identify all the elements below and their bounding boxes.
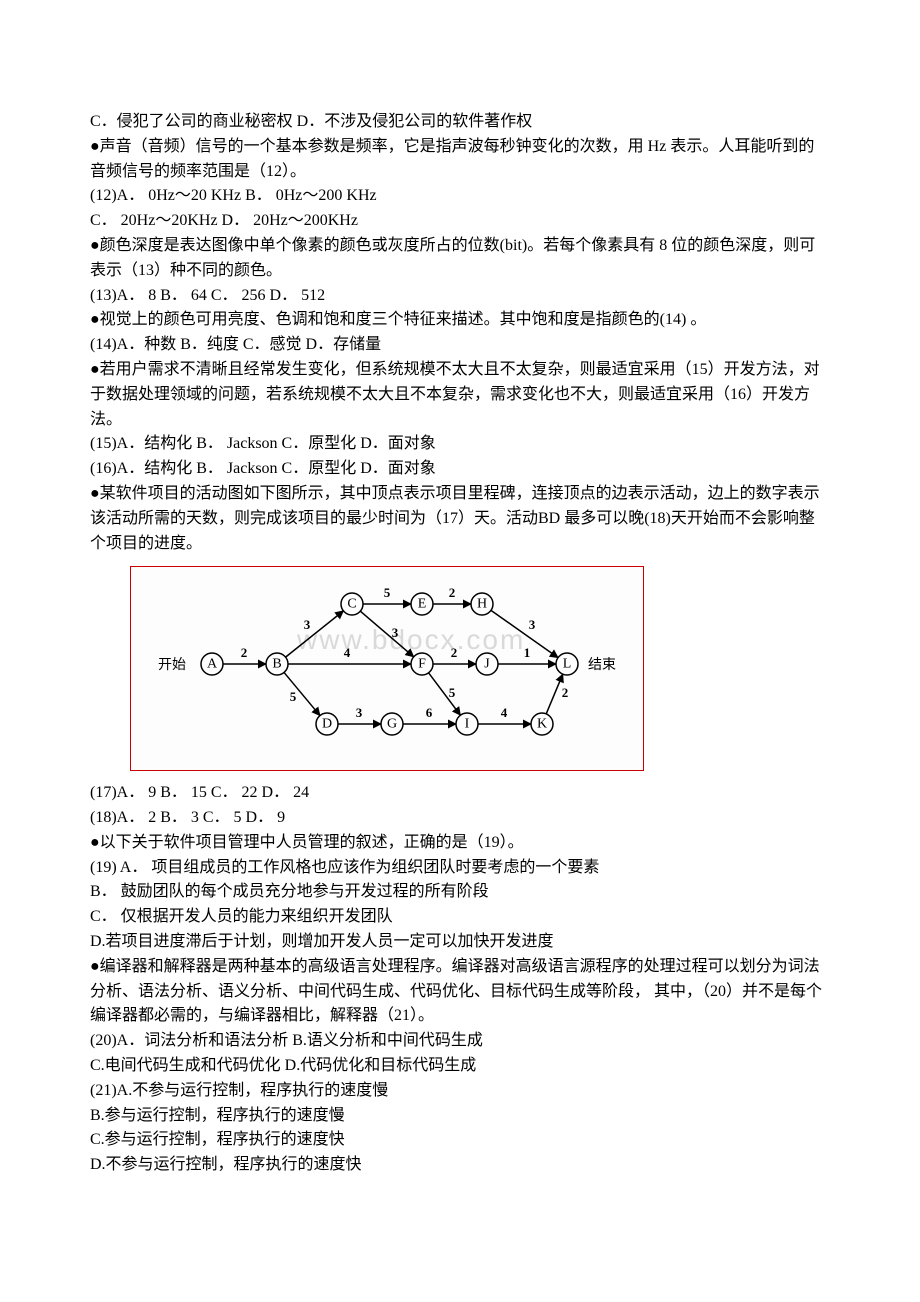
edge-weight-label: 4 [501,705,508,720]
text-line: (15)A．结构化 B． Jackson C．原型化 D．面对象 [90,432,830,457]
graph-node-label: K [537,717,547,732]
text-line: (17)A． 9 B． 15 C． 22 D． 24 [90,781,830,806]
text-line: ●颜色深度是表达图像中单个像素的颜色或灰度所占的位数(bit)。若每个像素具有 … [90,234,830,284]
graph-node-label: J [484,657,490,672]
text-line: B． 鼓励团队的每个成员充分地参与开发过程的所有阶段 [90,880,830,905]
text-line: (14)A．种数 B．纯度 C．感觉 D．存储量 [90,333,830,358]
start-label: 开始 [158,657,186,673]
graph-node-label: F [418,657,426,672]
edge-weight-label: 3 [304,617,311,632]
text-line: C.参与运行控制，程序执行的速度快 [90,1128,830,1153]
text-line: ●声音（音频）信号的一个基本参数是频率，它是指声波每秒钟变化的次数，用 Hz 表… [90,135,830,185]
text-line: ●某软件项目的活动图如下图所示，其中顶点表示项目里程碑，连接顶点的边表示活动，边… [90,482,830,556]
graph-node-label: B [272,657,281,672]
graph-node-label: D [322,717,332,732]
edge-weight-label: 3 [356,705,363,720]
graph-node-label: G [387,717,397,732]
graph-edge [546,674,563,714]
text-line: C． 20Hz～20KHz D． 20Hz～200KHz [90,209,830,234]
text-line: (13)A． 8 B． 64 C． 256 D． 512 [90,284,830,309]
text-line: C.电间代码生成和代码优化 D.代码优化和目标代码生成 [90,1054,830,1079]
edge-weight-label: 2 [562,685,569,700]
text-line: ●以下关于软件项目管理中人员管理的叙述，正确的是（19）。 [90,831,830,856]
edge-weight-label: 2 [449,585,456,600]
graph-node-label: C [347,597,356,612]
activity-diagram-figure: www.bdocx.com 2 3 4 5 5 3 3 2 2 5 6 3 4 1 2 A B C D E F G H I J… [130,566,830,771]
graph-node-label: H [477,597,487,612]
graph-node-label: L [563,657,572,672]
graph-node-label: E [418,597,427,612]
edge-weight-label: 2 [451,645,458,660]
edge-weight-label: 5 [449,685,456,700]
edge-weight-label: 4 [344,645,351,660]
edge-weight-label: 2 [241,645,248,660]
end-label: 结束 [588,657,616,673]
graph-node-label: I [465,717,470,732]
edge-weight-label: 3 [392,625,399,640]
text-line: (19) A． 项目组成员的工作风格也应该作为组织团队时要考虑的一个要素 [90,856,830,881]
edge-weight-label: 6 [426,705,433,720]
text-line: (16)A．结构化 B． Jackson C．原型化 D．面对象 [90,457,830,482]
text-line: ●若用户需求不清晰且经常发生变化，但系统规模不太大且不太复杂，则最适宜采用（15… [90,358,830,432]
graph-edge [429,673,461,715]
text-line: C． 仅根据开发人员的能力来组织开发团队 [90,905,830,930]
text-line: (18)A． 2 B． 3 C． 5 D． 9 [90,806,830,831]
figure-border: www.bdocx.com 2 3 4 5 5 3 3 2 2 5 6 3 4 1 2 A B C D E F G H I J… [130,566,644,771]
text-line: B.参与运行控制，程序执行的速度慢 [90,1104,830,1129]
text-line: C．侵犯了公司的商业秘密权 D．不涉及侵犯公司的软件著作权 [90,110,830,135]
edge-weight-label: 5 [290,689,297,704]
text-line: (21)A.不参与运行控制，程序执行的速度慢 [90,1079,830,1104]
edge-weight-label: 3 [529,617,536,632]
text-line: ●视觉上的颜色可用亮度、色调和饱和度三个特征来描述。其中饱和度是指颜色的(14)… [90,308,830,333]
edge-weight-label: 1 [524,645,531,660]
text-line: ●编译器和解释器是两种基本的高级语言处理程序。编译器对高级语言源程序的处理过程可… [90,955,830,1029]
watermark-text: www.bdocx.com [296,624,525,655]
text-line: D.不参与运行控制，程序执行的速度快 [90,1153,830,1178]
text-line: (20)A．词法分析和语法分析 B.语义分析和中间代码生成 [90,1029,830,1054]
activity-graph-svg: www.bdocx.com 2 3 4 5 5 3 3 2 2 5 6 3 4 1 2 A B C D E F G H I J… [147,579,627,749]
edge-weight-label: 5 [384,585,391,600]
graph-node-label: A [207,657,218,672]
text-line: D.若项目进度滞后于计划，则增加开发人员一定可以加快开发进度 [90,930,830,955]
text-line: (12)A． 0Hz～20 KHz B． 0Hz～200 KHz [90,184,830,209]
document-page: C．侵犯了公司的商业秘密权 D．不涉及侵犯公司的软件著作权 ●声音（音频）信号的… [0,0,920,1238]
